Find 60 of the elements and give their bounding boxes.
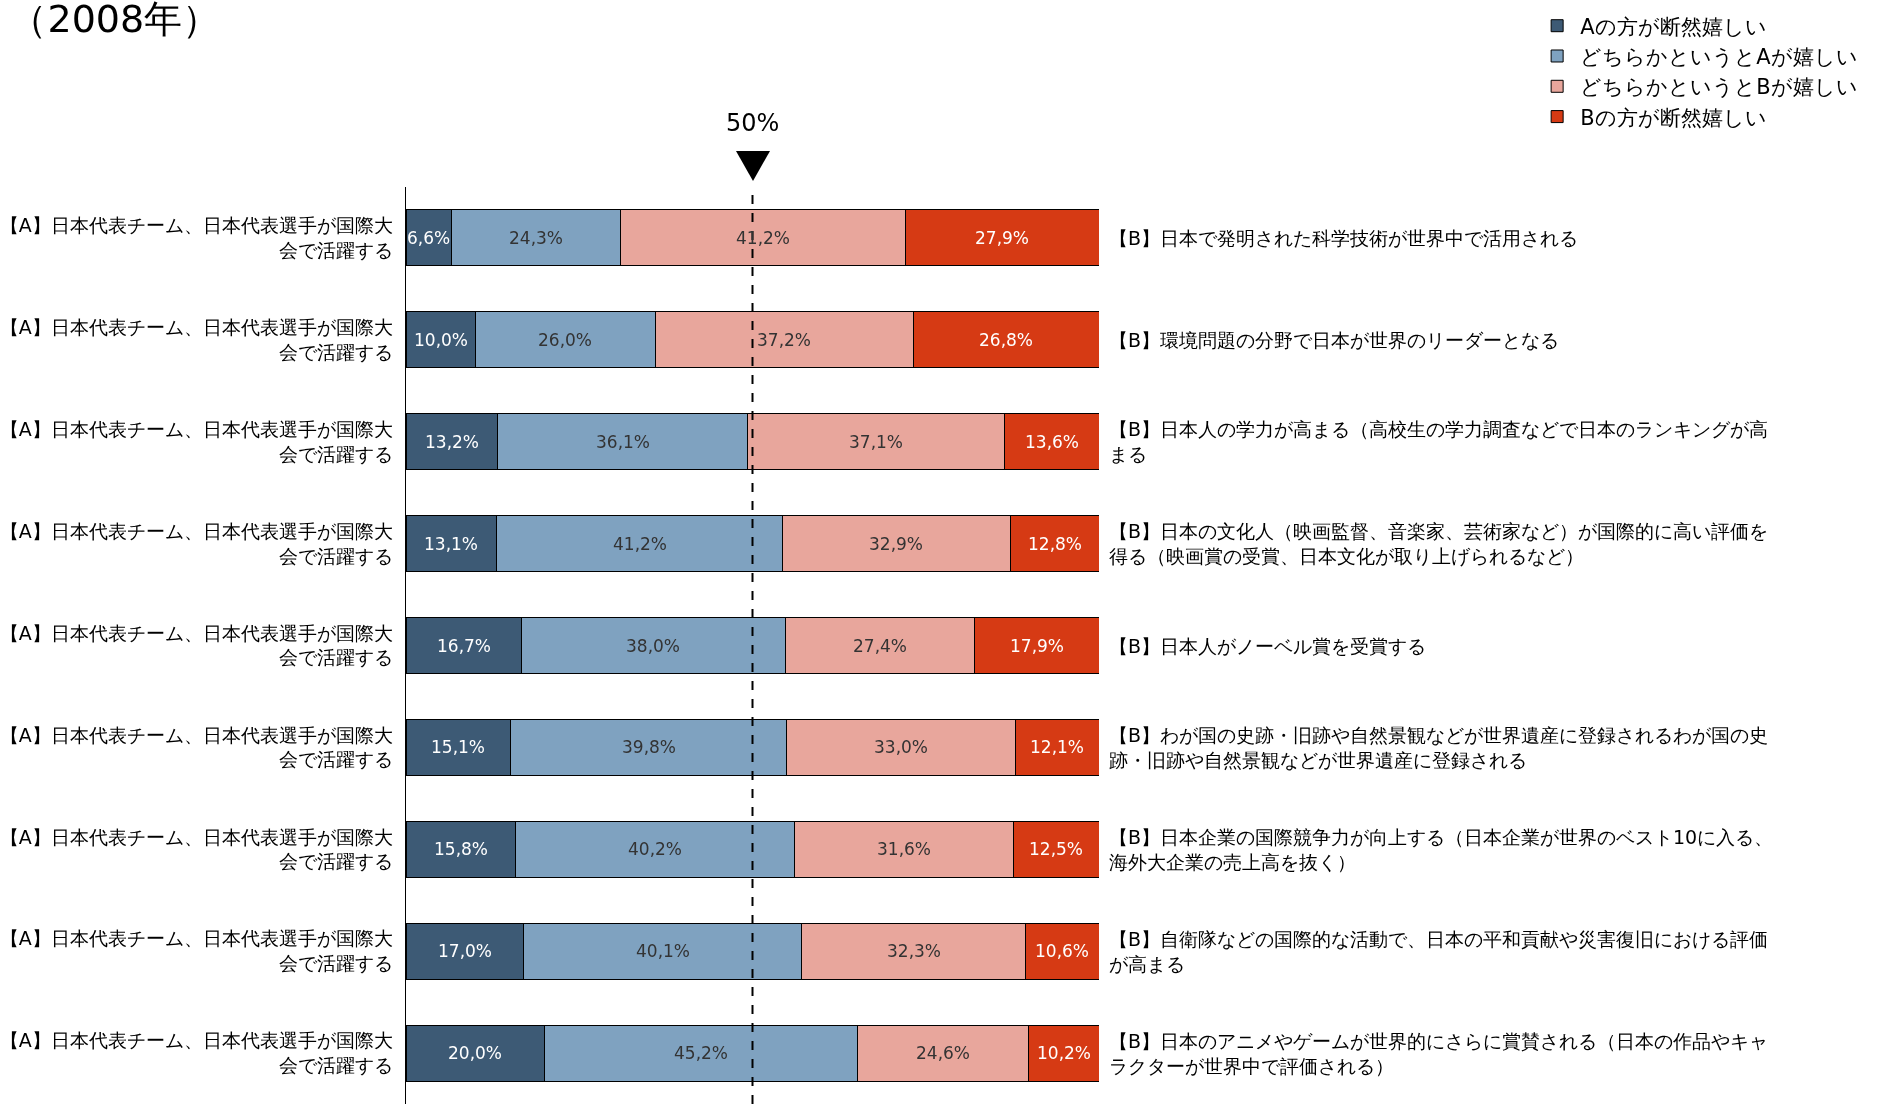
data-label: 6,6% (407, 228, 451, 248)
data-label: 15,1% (431, 737, 486, 757)
data-label: 45,2% (674, 1043, 729, 1063)
text: 【B】環境問題の分野で日本が世界のリーダーとなる (1109, 329, 1560, 351)
data-label: 10,0% (414, 330, 469, 350)
legend-label: Aの方が断然嬉しい (1580, 14, 1767, 39)
text: 【B】日本のアニメやゲームが世界的にさらに賞賛される（日本の作品やキャラクターが世界中で評価される） (1109, 1030, 1769, 1077)
data-label: 16,7% (437, 636, 492, 656)
data-label: 26,8% (979, 330, 1034, 350)
data-label: 32,9% (869, 534, 924, 554)
data-label: 41,2% (613, 534, 668, 554)
data-label: 17,0% (438, 941, 493, 961)
data-label: 39,8% (622, 737, 677, 757)
y-tick-label: 【A】日本代表チーム、日本代表選手が国際大会で活躍する (0, 825, 393, 873)
data-label: 31,6% (877, 839, 932, 859)
y-tick-label: 【A】日本代表チーム、日本代表選手が国際大会で活躍する (0, 214, 393, 261)
data-label: 13,2% (425, 432, 480, 452)
legend-label: Bの方が断然嬉しい (1580, 105, 1767, 130)
text: 【B】日本人がノーベル賞を受賞する (1109, 635, 1427, 657)
text: 【B】日本人の学力が高まる（高校生の学力調査などで日本のランキングが高まる (1109, 418, 1769, 465)
y-tick-label: 【A】日本代表チーム、日本代表選手が国際大会で活躍する (0, 927, 393, 975)
data-label: 26,0% (538, 330, 593, 350)
legend-label: どちらかというとAが嬉しい (1580, 45, 1858, 70)
data-label: 36,1% (596, 432, 651, 452)
text: 【B】日本で発明された科学技術が世界中で活用される (1109, 227, 1579, 249)
data-label: 41,2% (736, 228, 791, 248)
y-tick-label: 【A】日本代表チーム、日本代表選手が国際大会で活躍する (0, 316, 393, 363)
data-label: 33,0% (874, 737, 929, 757)
chart-title: （2008年） (9, 0, 221, 42)
data-label: 37,2% (757, 330, 812, 350)
ref-line-label: 50% (726, 109, 780, 137)
data-label: 27,9% (975, 228, 1030, 248)
data-label: 32,3% (887, 941, 942, 961)
data-label: 17,9% (1010, 636, 1065, 656)
data-label: 15,8% (434, 839, 489, 859)
data-label: 37,1% (849, 432, 904, 452)
y-tick-label: 【A】日本代表チーム、日本代表選手が国際大会で活躍する (0, 723, 393, 771)
y-tick-label: 【A】日本代表チーム、日本代表選手が国際大会で活躍する (0, 621, 393, 669)
y-tick-label: 【A】日本代表チーム、日本代表選手が国際大会で活躍する (0, 519, 393, 567)
y-tick-label: 【A】日本代表チーム、日本代表選手が国際大会で活躍する (0, 418, 393, 465)
data-label: 20,0% (448, 1043, 503, 1063)
data-label: 10,2% (1037, 1043, 1092, 1063)
text: 【B】日本企業の国際競争力が向上する（日本企業が世界のベスト10に入る、海外大企業の売上高を抜く） (1109, 826, 1774, 873)
legend-label: どちらかというとBが嬉しい (1580, 75, 1858, 100)
data-label: 40,2% (628, 839, 683, 859)
data-label: 27,4% (853, 636, 908, 656)
data-label: 12,1% (1030, 737, 1085, 757)
data-label: 13,1% (424, 534, 479, 554)
data-label: 24,6% (916, 1043, 971, 1063)
data-label: 13,6% (1025, 432, 1080, 452)
data-label: 24,3% (509, 228, 564, 248)
y-tick-label: 【A】日本代表チーム、日本代表選手が国際大会で活躍する (0, 1029, 393, 1077)
data-label: 38,0% (626, 636, 681, 656)
data-label: 40,1% (636, 941, 691, 961)
data-label: 12,5% (1029, 839, 1084, 859)
data-label: 12,8% (1028, 534, 1083, 554)
text: 【B】日本の文化人（映画監督、音楽家、芸術家など）が国際的に高い評価を得る（映画賞の受賞、日本文化が取り上げられるなど） (1109, 520, 1769, 567)
text: 【B】わが国の史跡・旧跡や自然景観などが世界遺産に登録されるわが国の史跡・旧跡や自然景観などが世界遺産に登録される (1109, 724, 1769, 771)
text: 【B】自衛隊などの国際的な活動で、日本の平和貢献や災害復旧における評価が高まる (1109, 928, 1769, 975)
data-label: 10,6% (1035, 941, 1090, 961)
